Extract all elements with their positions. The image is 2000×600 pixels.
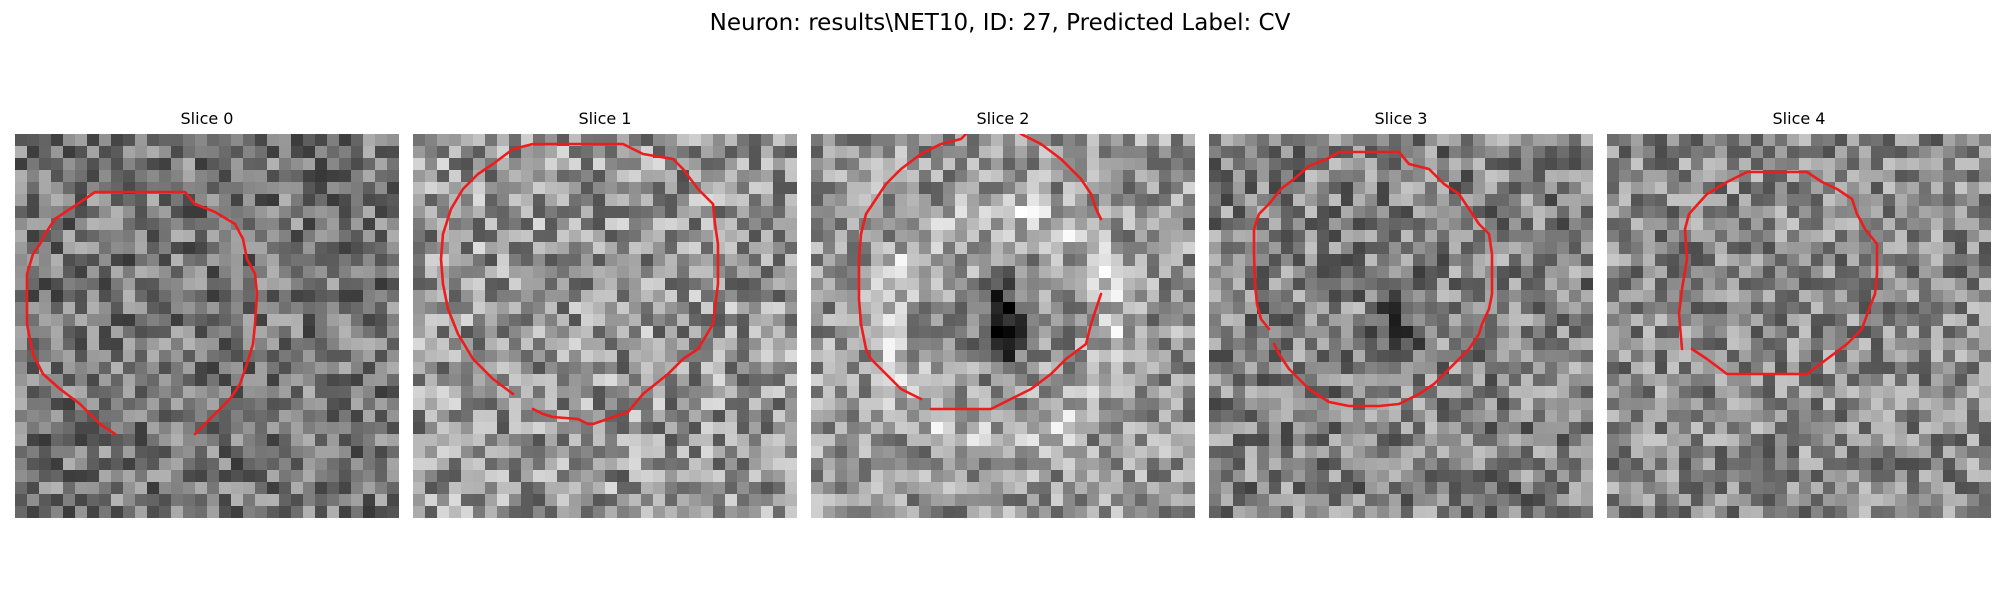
grayscale-texture-0 (15, 134, 399, 518)
roi-contour-segment-3-0 (1252, 150, 1494, 408)
roi-contour-segment-2-0 (857, 134, 968, 401)
roi-contour-segment-2-1 (1019, 134, 1103, 221)
grayscale-texture-4 (1607, 134, 1991, 518)
grayscale-texture-1 (413, 134, 797, 518)
slice-panel-0: Slice 0 (15, 108, 399, 518)
slice-panel-2: Slice 2 (811, 108, 1195, 518)
figure-title: Neuron: results\NET10, ID: 27, Predicted… (709, 10, 1291, 36)
slice-panel-4: Slice 4 (1607, 108, 1991, 518)
roi-contour-segment-0-0 (25, 190, 259, 436)
roi-contour-3 (1252, 150, 1494, 408)
grayscale-texture-2 (811, 134, 1195, 518)
roi-contour-segment-2-2 (929, 292, 1103, 411)
roi-contour-0 (25, 190, 259, 436)
roi-contour-4 (1677, 170, 1879, 376)
slice-image-1 (413, 134, 797, 518)
roi-contour-segment-1-0 (439, 142, 720, 426)
roi-contour-1 (439, 142, 720, 426)
slice-title-1: Slice 1 (578, 109, 632, 128)
roi-contour-segment-4-0 (1677, 170, 1879, 376)
slice-image-2 (811, 134, 1195, 518)
slice-image-3 (1209, 134, 1593, 518)
slice-panel-1: Slice 1 (413, 108, 797, 518)
slice-title-3: Slice 3 (1374, 109, 1428, 128)
slice-panel-3: Slice 3 (1209, 108, 1593, 518)
slice-title-0: Slice 0 (180, 109, 234, 128)
slice-image-4 (1607, 134, 1991, 518)
slice-title-2: Slice 2 (976, 109, 1030, 128)
slice-image-0 (15, 134, 399, 518)
roi-contour-2 (857, 134, 1103, 411)
slice-title-4: Slice 4 (1772, 109, 1826, 128)
